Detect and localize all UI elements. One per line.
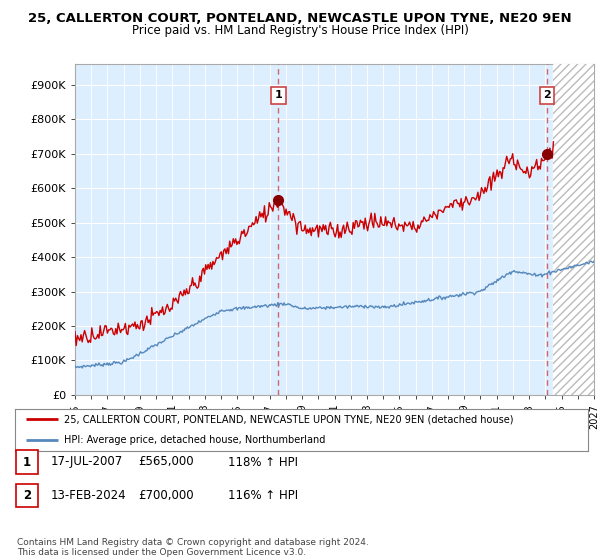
Bar <box>553 64 594 395</box>
Text: 13-FEB-2024: 13-FEB-2024 <box>51 489 127 502</box>
Text: £565,000: £565,000 <box>138 455 194 469</box>
Text: 25, CALLERTON COURT, PONTELAND, NEWCASTLE UPON TYNE, NE20 9EN: 25, CALLERTON COURT, PONTELAND, NEWCASTL… <box>28 12 572 25</box>
Text: 2: 2 <box>23 489 31 502</box>
Text: Price paid vs. HM Land Registry's House Price Index (HPI): Price paid vs. HM Land Registry's House … <box>131 24 469 36</box>
Text: Contains HM Land Registry data © Crown copyright and database right 2024.
This d: Contains HM Land Registry data © Crown c… <box>17 538 368 557</box>
Text: 118% ↑ HPI: 118% ↑ HPI <box>228 455 298 469</box>
Bar <box>553 64 594 395</box>
Text: 2: 2 <box>544 90 551 100</box>
Text: HPI: Average price, detached house, Northumberland: HPI: Average price, detached house, Nort… <box>64 435 325 445</box>
Text: 1: 1 <box>275 90 282 100</box>
Text: 1: 1 <box>23 455 31 469</box>
Text: 116% ↑ HPI: 116% ↑ HPI <box>228 489 298 502</box>
Text: £700,000: £700,000 <box>138 489 194 502</box>
Text: 25, CALLERTON COURT, PONTELAND, NEWCASTLE UPON TYNE, NE20 9EN (detached house): 25, CALLERTON COURT, PONTELAND, NEWCASTL… <box>64 414 513 424</box>
Text: 17-JUL-2007: 17-JUL-2007 <box>51 455 123 469</box>
